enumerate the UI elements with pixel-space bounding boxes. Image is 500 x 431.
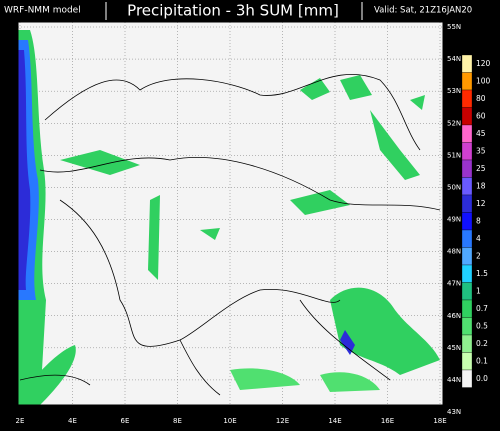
longitude-label: 4E [68, 417, 77, 425]
longitude-label: 10E [223, 417, 236, 425]
latitude-label: 47N [447, 280, 461, 288]
longitude-label: 2E [16, 417, 25, 425]
legend-label: 100 [476, 76, 491, 85]
legend-label: 1.5 [476, 269, 488, 278]
legend-swatch [461, 54, 473, 73]
legend-swatch [461, 334, 473, 353]
legend-swatch [461, 194, 473, 213]
legend-swatch [461, 89, 473, 108]
precip-area [330, 287, 440, 375]
legend-swatch [461, 159, 473, 178]
latitude-label: 44N [447, 376, 461, 384]
longitude-label: 6E [121, 417, 130, 425]
legend-label: 45 [476, 129, 486, 138]
legend-swatch [461, 72, 473, 91]
latitude-label: 43N [447, 408, 461, 416]
latitude-label: 46N [447, 312, 461, 320]
legend-label: 4 [476, 234, 481, 243]
legend-swatch [461, 264, 473, 283]
legend-label: 0.0 [476, 374, 488, 383]
legend-swatch [461, 142, 473, 161]
latitude-label: 53N [447, 87, 461, 95]
legend-swatch [461, 317, 473, 336]
longitude-label: 16E [381, 417, 394, 425]
legend-label: 25 [476, 164, 486, 173]
latitude-label: 54N [447, 55, 461, 63]
longitude-label: 8E [173, 417, 182, 425]
latitude-label: 45N [447, 344, 461, 352]
legend-label: 12 [476, 199, 486, 208]
legend-label: 0.2 [476, 339, 488, 348]
legend-label: 60 [476, 111, 486, 120]
legend-label: 80 [476, 94, 486, 103]
legend-label: 18 [476, 181, 486, 190]
map-frame [17, 21, 444, 406]
legend-swatch [461, 124, 473, 143]
latitude-label: 49N [447, 216, 461, 224]
legend-swatch [461, 212, 473, 231]
borders-and-coastlines [19, 74, 441, 396]
legend-label: 0.1 [476, 356, 488, 365]
legend-swatch [461, 229, 473, 248]
legend-label: 8 [476, 216, 481, 225]
precip-area [230, 368, 380, 392]
longitude-label: 18E [433, 417, 446, 425]
map-title: Precipitation - 3h SUM [mm] [127, 2, 339, 20]
latitude-label: 52N [447, 119, 461, 127]
legend-swatch [461, 107, 473, 126]
legend-swatch [461, 177, 473, 196]
latitude-label: 50N [447, 183, 461, 191]
longitude-label: 14E [328, 417, 341, 425]
precip-area [18, 50, 31, 290]
valid-time: Valid: Sat, 21Z16JAN20 [374, 6, 472, 16]
axis-labels: 55N 54N 53N 52N 51N 50N 49N 48N 47N 46N 45N 44N 43N 2… [16, 23, 462, 425]
latitude-label: 51N [447, 151, 461, 159]
precip-area [60, 75, 425, 280]
legend-label: 35 [476, 146, 486, 155]
latitude-label: 55N [447, 23, 461, 31]
legend-label: 0.5 [476, 321, 488, 330]
legend-swatch [461, 247, 473, 266]
legend-label: 120 [476, 59, 491, 68]
legend-label: 2 [476, 251, 481, 260]
latitude-label: 48N [447, 248, 461, 256]
color-legend: 120 100 80 60 45 35 25 18 12 8 4 2 1.5 1 0.7 0.5 0.2 0.1 0… [461, 54, 491, 388]
legend-swatch [461, 282, 473, 301]
map-area [17, 21, 444, 406]
legend-swatch [461, 352, 473, 371]
legend-swatch [461, 369, 473, 388]
precip-area [340, 330, 355, 355]
legend-swatch [461, 299, 473, 318]
model-name: WRF-NMM model [4, 6, 81, 16]
longitude-label: 12E [276, 417, 289, 425]
legend-label: 1 [476, 286, 481, 295]
legend-label: 0.7 [476, 304, 488, 313]
